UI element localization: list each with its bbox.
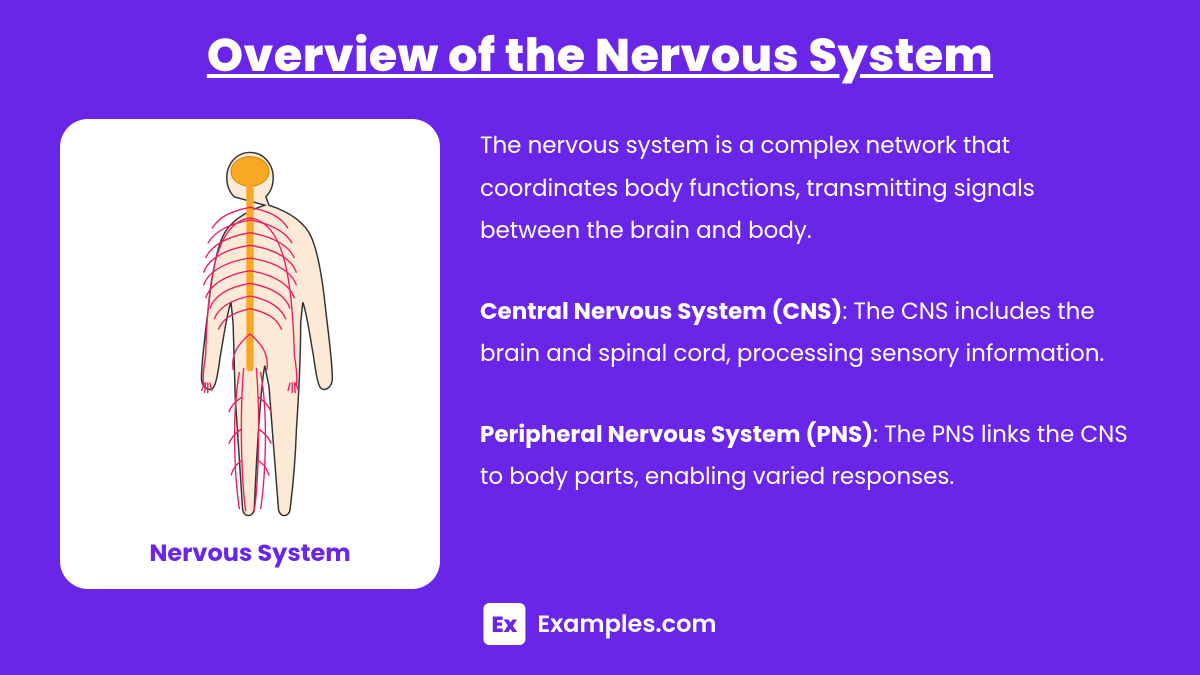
footer-attribution: Ex Examples.com [483,603,716,645]
cns-label: Central Nervous System (CNS) [480,296,842,328]
diagram-caption: Nervous System [149,536,350,571]
human-body-icon [110,144,390,524]
page-title: Overview of the Nervous System [0,0,1200,91]
examples-logo-icon: Ex [483,603,525,645]
content-row: Nervous System The nervous system is a c… [0,91,1200,589]
pns-text: Peripheral Nervous System (PNS): The PNS… [480,414,1140,499]
diagram-card: Nervous System [60,119,440,589]
pns-label: Peripheral Nervous System (PNS) [480,419,873,451]
nervous-system-diagram [80,139,420,528]
footer-site-name: Examples.com [537,607,716,642]
intro-text: The nervous system is a complex network … [480,125,1140,253]
cns-text: Central Nervous System (CNS): The CNS in… [480,291,1140,376]
description-column: The nervous system is a complex network … [480,119,1140,589]
